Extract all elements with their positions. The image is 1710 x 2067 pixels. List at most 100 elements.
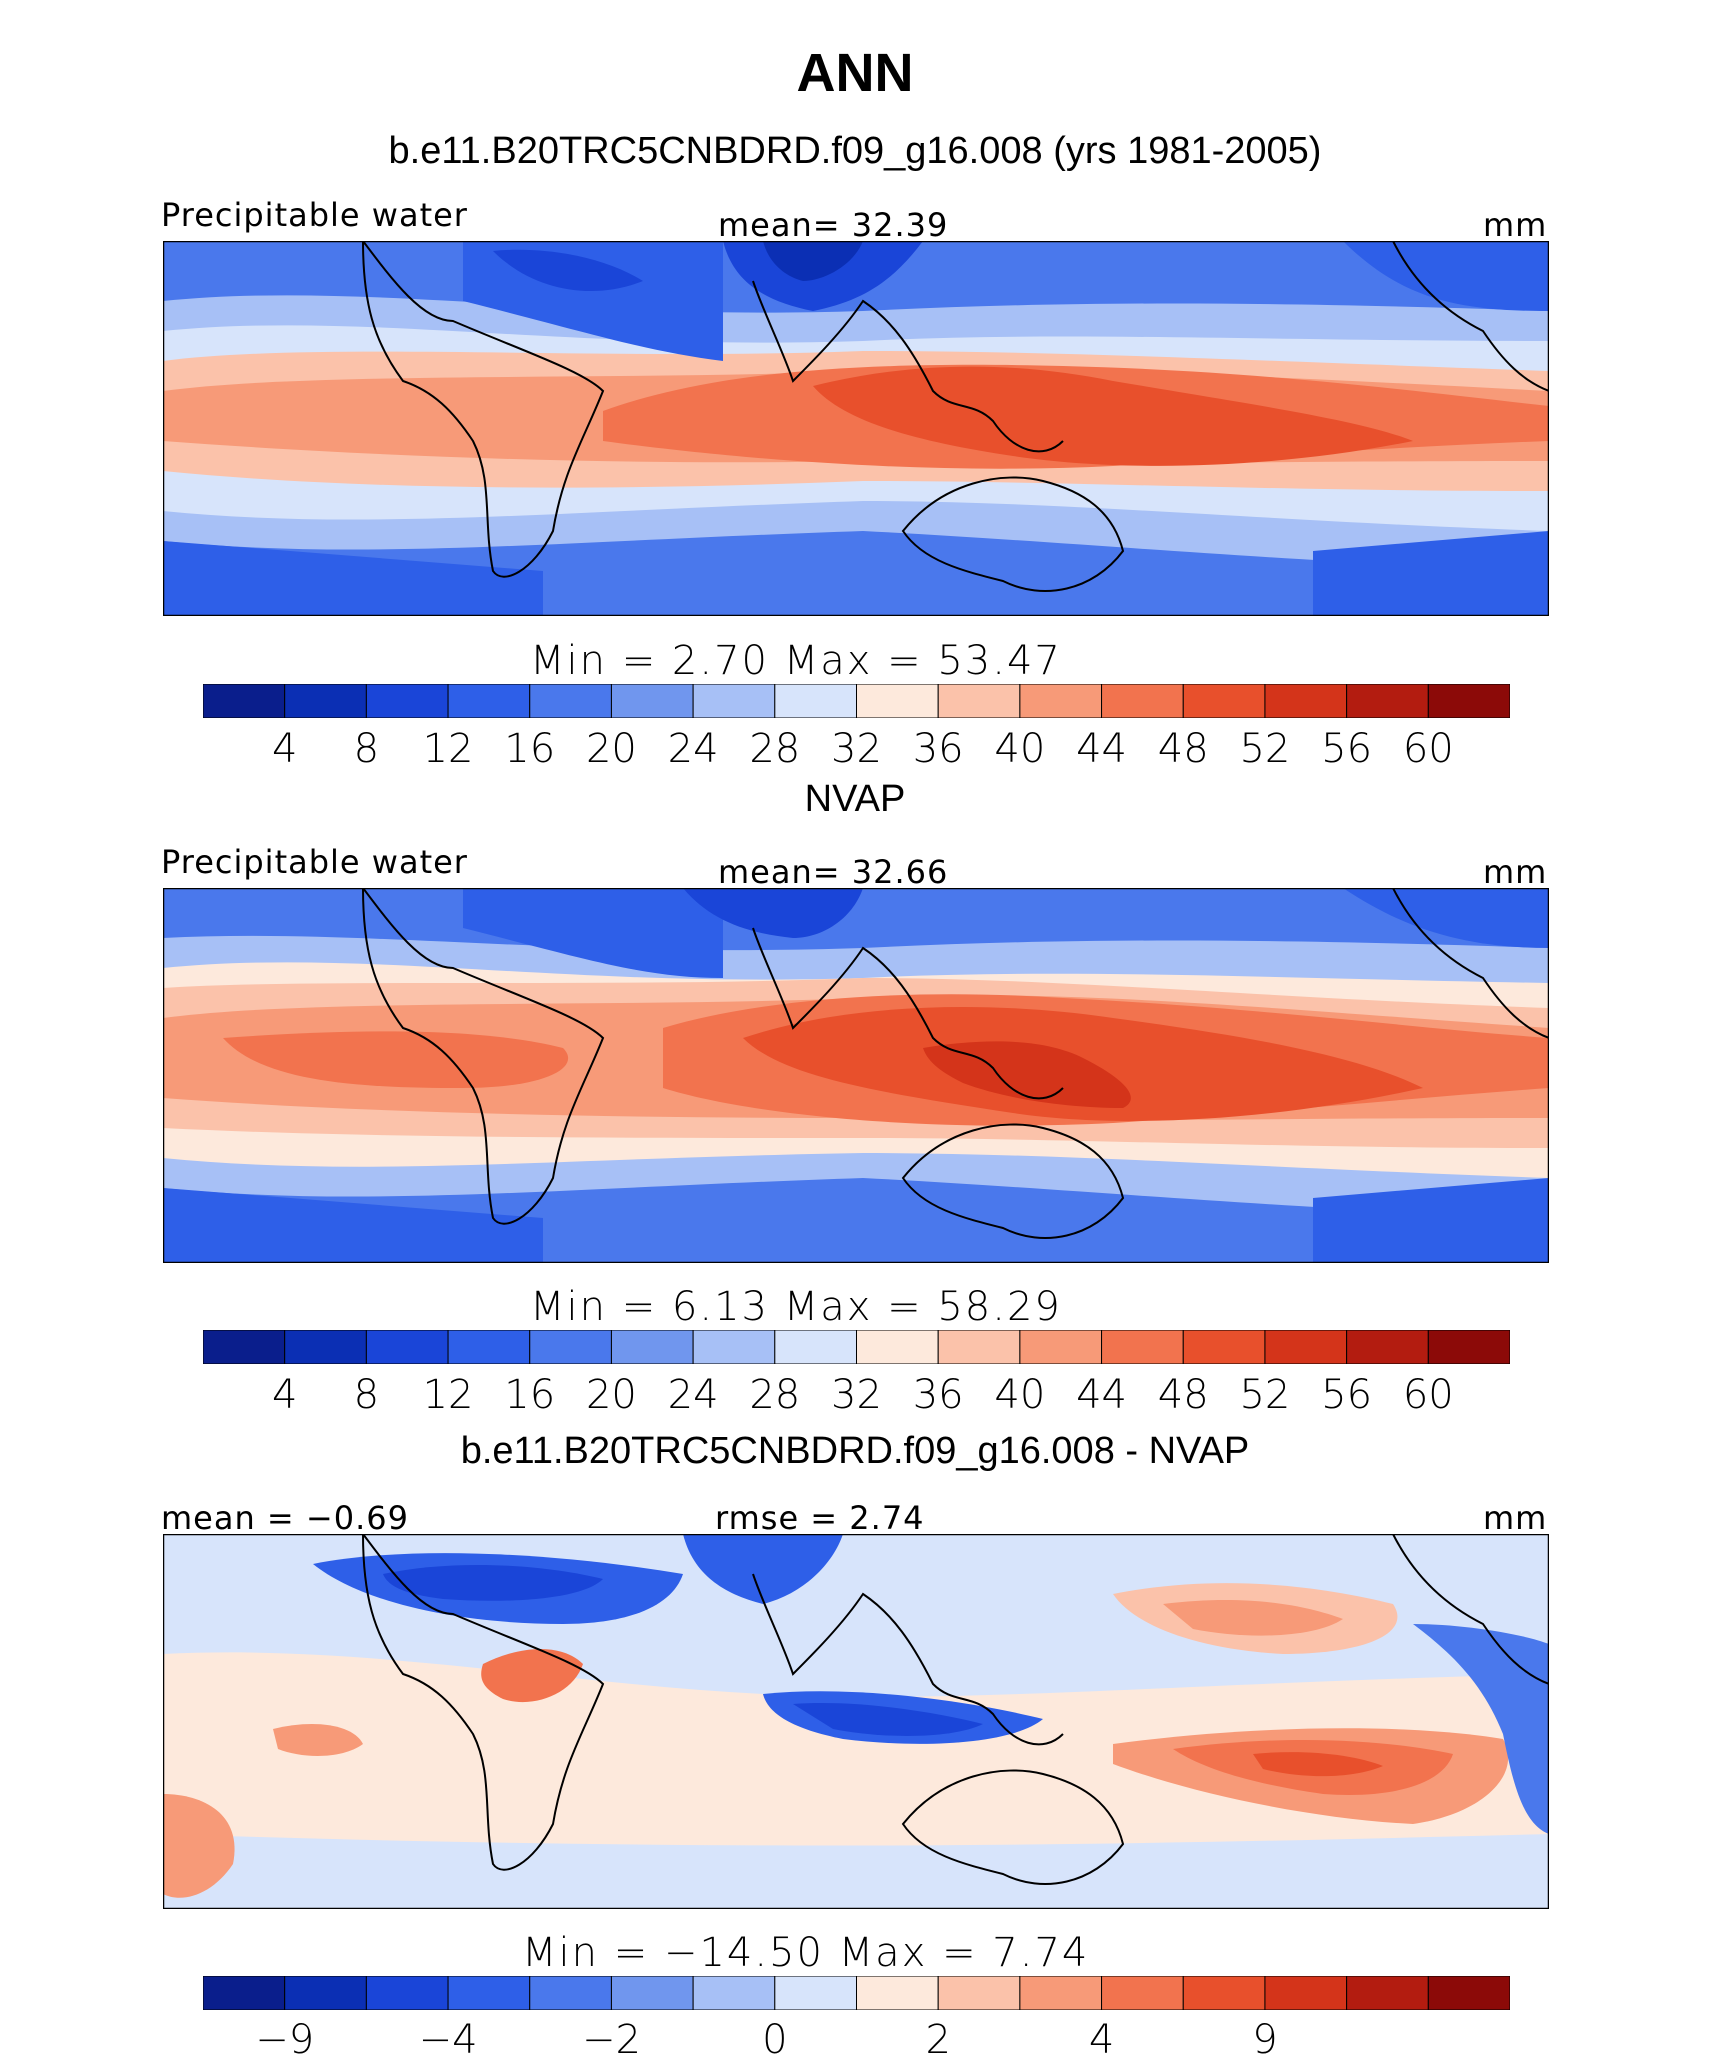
panel-2-units-label: mm	[1483, 853, 1548, 891]
colorbar-tick-label: 28	[749, 1372, 801, 1418]
panel-2-title: NVAP	[804, 778, 906, 820]
colorbar-box	[1264, 684, 1348, 718]
page-title: ANN	[796, 43, 914, 103]
colorbar-tick-label: 12	[422, 1372, 474, 1418]
colorbar-tick-label: 36	[912, 726, 964, 772]
colorbar-box	[937, 684, 1021, 718]
colorbar-box	[856, 1976, 939, 2010]
colorbar-box	[447, 684, 531, 718]
colorbar-tick-label: 60	[1402, 1372, 1454, 1418]
colorbar-tick-label: 24	[667, 726, 719, 772]
colorbar-tick-label: 44	[1076, 726, 1128, 772]
colorbar-box	[447, 1976, 531, 2010]
colorbar-box	[529, 1330, 612, 1364]
colorbar-tick-label: 4	[271, 726, 298, 772]
colorbar-box	[774, 1976, 857, 2010]
panel-1-units-label: mm	[1483, 206, 1548, 244]
panel-1-minmax-label: Min = 2.70 Max = 53.47	[530, 638, 1062, 684]
colorbar-box	[692, 1330, 776, 1364]
colorbar-tick-label: 48	[1157, 1372, 1209, 1418]
colorbar-box	[1264, 1976, 1348, 2010]
colorbar-tick-label: 9	[1252, 2017, 1278, 2063]
panel-3-map	[163, 1534, 1549, 1909]
colorbar-tick-label: 4	[1088, 2017, 1115, 2063]
colorbar-box	[610, 1976, 694, 2010]
panel-3-colorbar	[203, 1976, 1510, 2010]
colorbar-box	[774, 1330, 857, 1364]
panel-2-map	[163, 888, 1549, 1263]
colorbar-box	[610, 684, 694, 718]
colorbar-tick-label: 56	[1321, 726, 1373, 772]
colorbar-tick-label: 52	[1239, 726, 1291, 772]
colorbar-box	[1346, 1330, 1429, 1364]
colorbar-box	[937, 1330, 1021, 1364]
colorbar-box	[1427, 1330, 1510, 1364]
colorbar-box	[365, 684, 449, 718]
colorbar-box	[529, 1976, 612, 2010]
colorbar-box	[774, 684, 857, 718]
colorbar-box	[692, 1976, 776, 2010]
colorbar-tick-label: 20	[585, 1372, 637, 1418]
panel-3-title: b.e11.B20TRC5CNBDRD.f09_g16.008 - NVAP	[460, 1430, 1250, 1472]
colorbar-box	[1101, 684, 1184, 718]
colorbar-tick-label: 32	[831, 1372, 882, 1418]
panel-2-colorbar	[203, 1330, 1510, 1364]
colorbar-box	[937, 1976, 1021, 2010]
colorbar-box	[1019, 684, 1103, 718]
panel-3-minmax-label: Min = −14.50 Max = 7.74	[522, 1930, 1090, 1976]
panel-3-colorbar-svg	[203, 1976, 1510, 2010]
panel-1-title: b.e11.B20TRC5CNBDRD.f09_g16.008 (yrs 198…	[388, 130, 1322, 172]
panel-3-rmse-label: rmse = 2.74	[715, 1499, 925, 1537]
colorbar-box	[284, 684, 367, 718]
colorbar-box	[203, 1330, 286, 1364]
colorbar-box	[1019, 1330, 1103, 1364]
panel-3-map-svg	[163, 1534, 1549, 1909]
colorbar-box	[1101, 1976, 1184, 2010]
panel-3-mean-label: mean = −0.69	[161, 1499, 409, 1537]
panel-2-minmax-label: Min = 6.13 Max = 58.29	[530, 1284, 1062, 1330]
colorbar-tick-label: 32	[831, 726, 882, 772]
colorbar-box	[1346, 684, 1429, 718]
colorbar-box	[1019, 1976, 1103, 2010]
colorbar-tick-label: 24	[667, 1372, 719, 1418]
colorbar-box	[692, 684, 776, 718]
colorbar-tick-label: 8	[353, 726, 380, 772]
panel-2-mean-label: mean= 32.66	[718, 853, 949, 891]
colorbar-tick-label: 16	[504, 1372, 556, 1418]
colorbar-box	[1427, 1976, 1510, 2010]
colorbar-box	[1101, 1330, 1184, 1364]
colorbar-box	[284, 1330, 367, 1364]
colorbar-tick-label: −4	[418, 2017, 478, 2063]
colorbar-tick-label: 40	[994, 1372, 1046, 1418]
colorbar-tick-label: 48	[1157, 726, 1209, 772]
colorbar-tick-label: 40	[994, 726, 1046, 772]
panel-2-map-svg	[163, 888, 1549, 1263]
panel-1-mean-label: mean= 32.39	[718, 206, 949, 244]
colorbar-box	[529, 684, 612, 718]
panel-1-map	[163, 241, 1549, 616]
colorbar-tick-label: 28	[749, 726, 801, 772]
colorbar-box	[1182, 684, 1266, 718]
colorbar-tick-label: 60	[1402, 726, 1454, 772]
colorbar-box	[365, 1976, 449, 2010]
colorbar-box	[610, 1330, 694, 1364]
colorbar-tick-label: 44	[1076, 1372, 1128, 1418]
panel-3-units-label: mm	[1483, 1499, 1548, 1537]
colorbar-tick-label: 0	[762, 2017, 788, 2063]
colorbar-box	[203, 684, 286, 718]
colorbar-box	[365, 1330, 449, 1364]
colorbar-box	[856, 1330, 939, 1364]
colorbar-tick-label: 8	[353, 1372, 380, 1418]
colorbar-box	[1182, 1976, 1266, 2010]
colorbar-box	[1346, 1976, 1429, 2010]
colorbar-tick-label: 52	[1239, 1372, 1291, 1418]
colorbar-box	[1427, 684, 1510, 718]
panel-1-colorbar-svg	[203, 684, 1510, 718]
panel-2-variable-label: Precipitable water	[161, 843, 468, 881]
colorbar-tick-label: 56	[1321, 1372, 1373, 1418]
colorbar-tick-label: 16	[504, 726, 556, 772]
colorbar-tick-label: 4	[271, 1372, 298, 1418]
panel-2-colorbar-svg	[203, 1330, 1510, 1364]
colorbar-tick-label: 20	[585, 726, 637, 772]
panel-1-colorbar	[203, 684, 1510, 718]
